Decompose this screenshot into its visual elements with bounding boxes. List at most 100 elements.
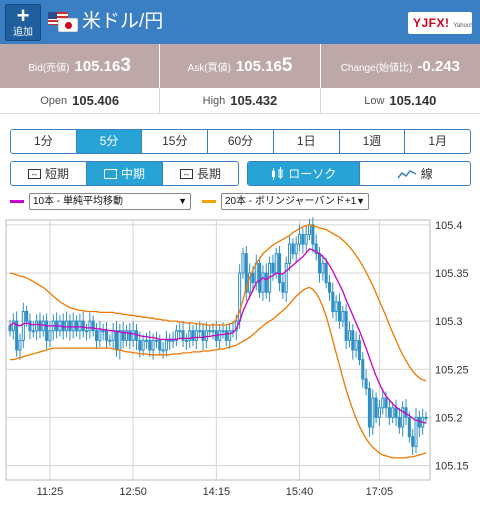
tab-candlestick[interactable]: ローソク: [248, 162, 360, 185]
candle-body: [121, 330, 125, 341]
candle-body: [178, 330, 182, 333]
indicator-row: 10本 - 単純平均移動 ▼ 20本 - ボリンジャーバンド+1 ▼: [10, 193, 471, 211]
candle-body: [374, 397, 378, 418]
ma-select[interactable]: 10本 - 単純平均移動 ▼: [29, 193, 191, 210]
candle-body: [141, 339, 145, 351]
tab-timeframe-1mo[interactable]: 1月: [405, 130, 470, 153]
candle-body: [28, 320, 32, 332]
low-label: Low: [364, 94, 385, 107]
candle-body: [311, 224, 315, 245]
candle-body: [337, 301, 342, 322]
candle-body: [371, 397, 375, 428]
y-tick-label: 105.15: [435, 461, 469, 473]
jp-flag-icon: [58, 18, 78, 32]
y-tick-label: 105.25: [435, 364, 469, 376]
high-cell: High 105.432: [160, 88, 321, 113]
candle-body: [88, 320, 92, 332]
candle-body: [271, 262, 275, 274]
candle-body: [68, 320, 72, 332]
candle-body: [154, 339, 158, 342]
ask-value-main: 105.16: [235, 58, 282, 75]
add-label: 追加: [13, 27, 33, 38]
bid-value-tail: 3: [120, 55, 131, 76]
price-chart[interactable]: 105.4 105.35 105.3 105.25 105.2 105.15 11:25 12…: [0, 214, 480, 508]
tab-timeframe-5m[interactable]: 5分: [76, 130, 143, 153]
moving-average-line: [9, 248, 427, 424]
tab-timeframe-1d[interactable]: 1日: [273, 130, 340, 153]
candle-body: [288, 243, 292, 264]
short-range-icon: ↔: [27, 168, 41, 179]
candle-body: [78, 320, 82, 332]
bb-select[interactable]: 20本 - ボリンジャーバンド+1 ▼: [221, 193, 369, 210]
candle-body: [188, 330, 192, 341]
candle-body: [331, 291, 335, 312]
candle-body: [321, 262, 325, 274]
candle-body: [411, 436, 415, 447]
x-tick-label: 17:05: [366, 486, 394, 498]
candle-body: [377, 407, 381, 418]
candle-body: [161, 349, 165, 352]
chevron-down-icon: ▼: [178, 196, 187, 206]
tab-period-medium[interactable]: 中期: [87, 162, 163, 185]
candle-body: [184, 339, 188, 342]
candle-body: [224, 330, 228, 341]
candle-body: [304, 233, 308, 245]
bollinger-lower-line: [10, 286, 427, 459]
candle-body: [281, 282, 285, 293]
candle-body: [414, 416, 418, 447]
tab-line-label: 線: [420, 167, 433, 181]
candle-body: [258, 262, 262, 293]
brand-text: YJFX!: [413, 16, 450, 30]
candle-body: [381, 397, 385, 409]
tab-line[interactable]: 線: [359, 162, 470, 185]
candle-body: [221, 330, 225, 333]
tab-timeframe-1m[interactable]: 1分: [11, 130, 77, 153]
candle-body: [81, 320, 85, 332]
x-tick-label: 11:25: [37, 486, 64, 498]
change-cell: Change(始値比) -0.243: [321, 44, 480, 88]
candle-body: [294, 243, 298, 255]
candle-body: [48, 330, 52, 341]
candle-body: [357, 339, 361, 361]
candle-body: [351, 330, 355, 351]
change-value: -0.243: [417, 57, 460, 75]
candle-body: [208, 330, 212, 333]
candlestick-icon: [272, 166, 283, 180]
candle-body: [61, 320, 65, 332]
candle-body: [138, 339, 142, 351]
tab-period-long[interactable]: ↔ 長期: [163, 162, 238, 185]
candle-body: [344, 310, 348, 341]
tab-timeframe-1w[interactable]: 1週: [339, 130, 406, 153]
candle-body: [387, 407, 391, 418]
chart-svg: 105.4 105.35 105.3 105.25 105.2 105.15 11:25 12…: [5, 217, 469, 498]
candle-body: [18, 339, 22, 351]
medium-range-icon: [103, 168, 117, 179]
candle-body: [424, 416, 428, 419]
x-tick-label: 12:50: [119, 486, 147, 498]
candle-body: [364, 378, 368, 390]
candle-body: [274, 253, 278, 274]
ask-value-tail: 5: [281, 55, 293, 76]
app-header: + 追加 米ドル/円 YJFX! Yahoo!: [0, 0, 480, 44]
brand-logo[interactable]: YJFX! Yahoo!: [408, 12, 472, 34]
bb-swatch: [202, 200, 216, 203]
candle-body: [111, 330, 115, 341]
candle-body: [347, 330, 351, 341]
candle-body: [361, 359, 365, 380]
tab-period-short[interactable]: ↔ 短期: [11, 162, 87, 185]
tab-period-long-label: 長期: [196, 167, 221, 181]
candle-body: [124, 330, 129, 341]
candle-body: [25, 310, 29, 322]
tab-timeframe-60m[interactable]: 60分: [208, 130, 274, 153]
candle-body: [314, 243, 318, 255]
candle-body: [128, 330, 132, 341]
y-tick-label: 105.35: [435, 268, 469, 280]
open-label: Open: [40, 94, 68, 107]
add-button[interactable]: + 追加: [5, 4, 41, 41]
low-value: 105.140: [389, 93, 437, 108]
candle-body: [134, 330, 138, 341]
chevron-down-icon: ▼: [356, 196, 365, 206]
x-tick-label: 15:40: [286, 486, 314, 498]
candle-body: [21, 310, 25, 341]
tab-timeframe-15m[interactable]: 15分: [142, 130, 209, 153]
